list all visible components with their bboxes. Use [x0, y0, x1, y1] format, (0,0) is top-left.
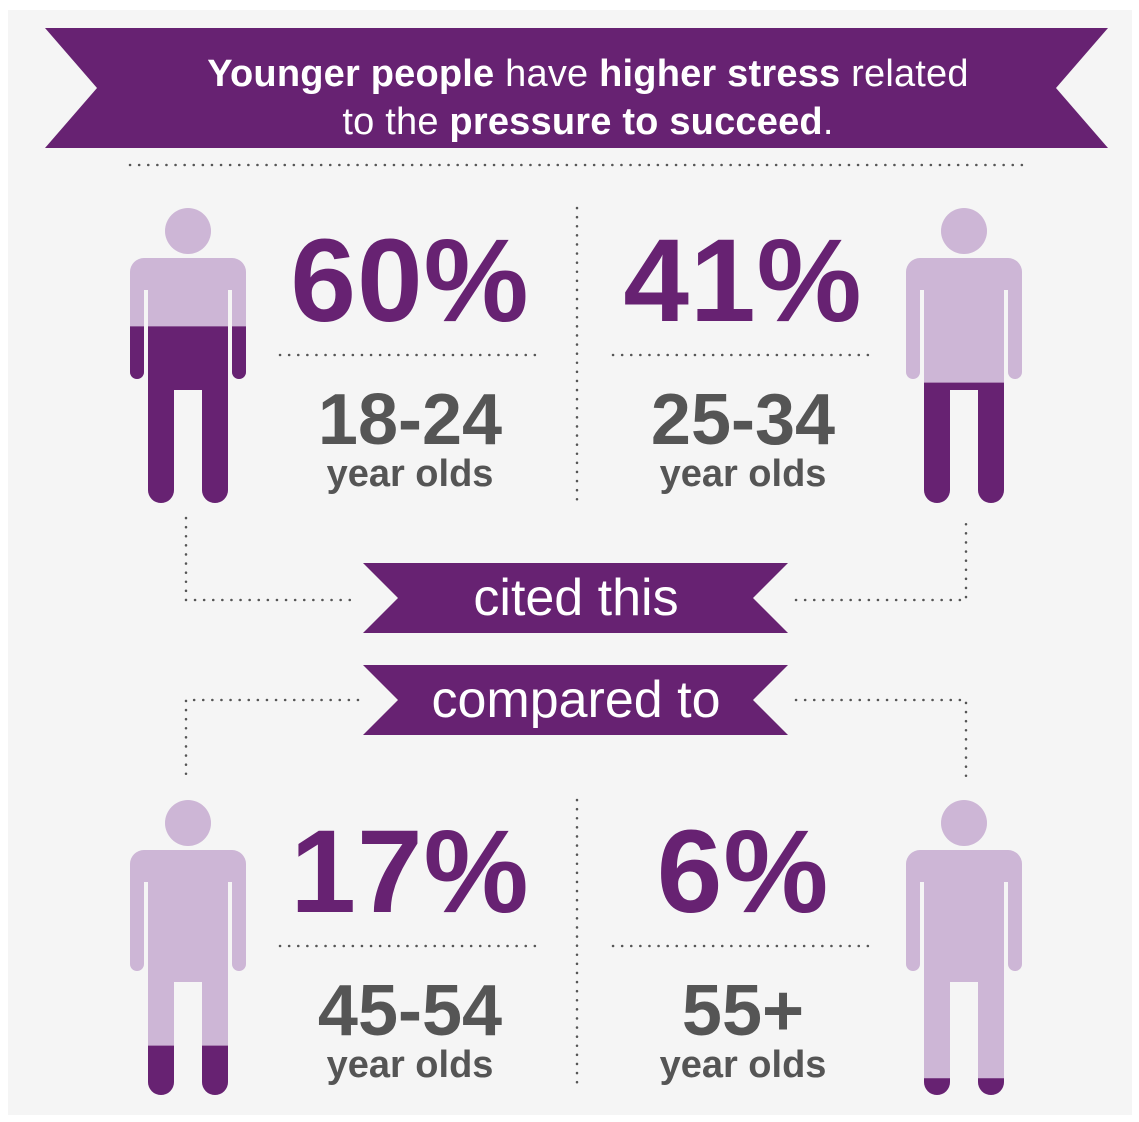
- person-icon-base: [906, 800, 1022, 1095]
- age-range-55-plus: 55+: [681, 971, 805, 1051]
- header-banner: [45, 28, 1108, 148]
- person-icon-base: [906, 208, 1022, 503]
- stat-value-18-24: 60%: [290, 215, 530, 347]
- person-icon-25-34: [906, 208, 1022, 503]
- stat-value-45-54: 17%: [290, 806, 530, 938]
- connector-bottom-left: [184, 698, 360, 784]
- age-range-25-34: 25-34: [650, 380, 836, 460]
- unit-label-55-plus: year olds: [659, 1044, 827, 1086]
- header-line-2: to the pressure to succeed.: [342, 101, 834, 143]
- header-title: Younger people have higher stress relate…: [108, 50, 1068, 146]
- compared-banner-text: compared to: [431, 671, 721, 729]
- connector-bottom-right: [794, 698, 968, 784]
- stat-value-55-plus: 6%: [656, 806, 830, 938]
- person-icon-18-24: [130, 208, 246, 503]
- person-icon-45-54: [130, 800, 246, 1095]
- infographic: Younger people have higher stress relate…: [8, 10, 1132, 1115]
- header-line-1: Younger people have higher stress relate…: [207, 53, 969, 95]
- person-icon-55-plus: [906, 800, 1022, 1095]
- cited-banner: [363, 563, 788, 633]
- infographic-art: [45, 28, 1108, 1095]
- compared-banner: [363, 665, 788, 735]
- connector-top-right: [794, 516, 968, 602]
- stat-value-25-34: 41%: [623, 215, 863, 347]
- cited-banner-text: cited this: [473, 569, 679, 627]
- person-icon-base: [130, 800, 246, 1095]
- age-range-45-54: 45-54: [317, 971, 503, 1051]
- unit-label-18-24: year olds: [326, 453, 494, 495]
- age-range-18-24: 18-24: [317, 380, 503, 460]
- unit-label-45-54: year olds: [326, 1044, 494, 1086]
- unit-label-25-34: year olds: [659, 453, 827, 495]
- connector-top-left: [184, 516, 360, 602]
